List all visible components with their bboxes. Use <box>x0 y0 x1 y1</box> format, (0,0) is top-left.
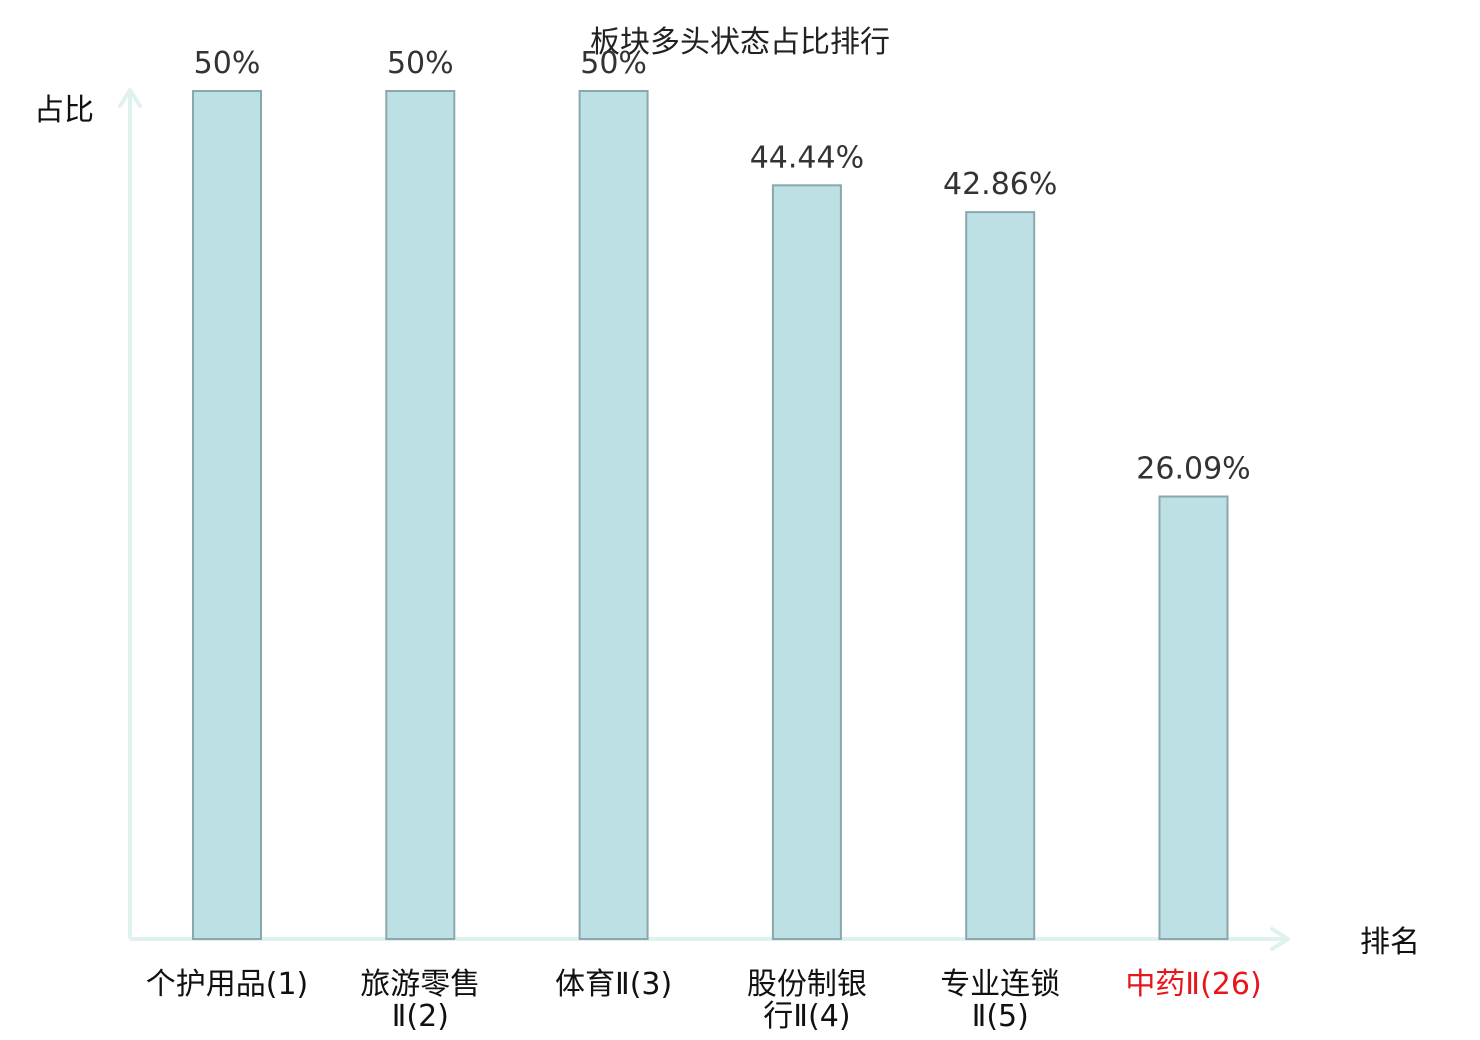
category-label-2: 旅游零售 Ⅱ(2) <box>360 967 480 1034</box>
category-label-line: 个护用品(1) <box>146 967 309 1002</box>
data-label-2: 50% <box>387 46 454 81</box>
y-axis-arrow <box>118 88 142 108</box>
category-label-line: 体育Ⅱ(3) <box>555 967 672 1002</box>
category-label-line: Ⅱ(2) <box>392 999 449 1034</box>
data-label-1: 50% <box>194 46 261 81</box>
data-label-6: 26.09% <box>1136 452 1250 487</box>
y-axis-label: 占比 <box>34 93 94 128</box>
category-label-1: 个护用品(1) <box>146 967 309 1002</box>
bar-1 <box>192 90 262 940</box>
category-label-line: 行Ⅱ(4) <box>763 999 850 1034</box>
category-label-4: 股份制银行Ⅱ(4) <box>747 967 867 1034</box>
category-label-6: 中药Ⅱ(26) <box>1125 967 1261 1002</box>
category-label-line: 旅游零售 <box>360 967 480 1002</box>
value-labels-group: 50% 50% 50% 44.44% 42.86% 26.09% <box>194 46 1251 487</box>
data-label-5: 42.86% <box>943 167 1057 202</box>
bar-6 <box>1158 495 1229 940</box>
x-axis-label: 排名 <box>1360 925 1420 960</box>
category-label-line: 中药Ⅱ(26) <box>1125 967 1261 1002</box>
category-label-line: Ⅱ(5) <box>972 999 1029 1034</box>
bar-3 <box>578 90 649 940</box>
category-label-5: 专业连锁 Ⅱ(5) <box>940 967 1060 1034</box>
x-axis-arrow <box>1270 927 1290 951</box>
bar-2 <box>385 90 456 940</box>
axes <box>118 88 1290 951</box>
category-label-line: 专业连锁 <box>940 967 1060 1002</box>
category-label-3: 体育Ⅱ(3) <box>555 967 672 1002</box>
data-label-3: 50% <box>580 46 647 81</box>
bar-5 <box>965 211 1036 941</box>
category-labels-group: 个护用品(1) 旅游零售 Ⅱ(2) 体育Ⅱ(3) 股份制银行Ⅱ(4) 专业连锁 Ⅱ(5) 中药… <box>146 967 1262 1034</box>
bars-group <box>192 90 1229 941</box>
category-label-line: 股份制银 <box>747 967 867 1002</box>
bar-4 <box>771 184 842 941</box>
chart-title: 板块多头状态占比排行 <box>590 25 890 60</box>
data-label-4: 44.44% <box>750 140 864 175</box>
